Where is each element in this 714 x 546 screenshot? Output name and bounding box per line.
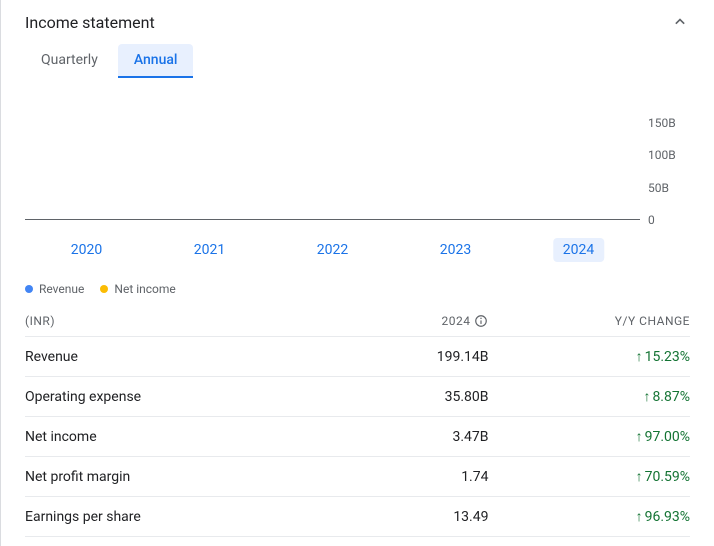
x-axis-label[interactable]: 2021	[184, 238, 235, 262]
chart-plot-area	[25, 90, 640, 220]
metric-label: Earnings per share	[25, 509, 287, 525]
x-axis-label[interactable]: 2020	[61, 238, 112, 262]
metric-value: 3.47B	[287, 429, 489, 445]
metric-change: 97.00%	[488, 428, 690, 445]
metric-value: 35.80B	[287, 389, 489, 405]
table-row: Operating expense35.80B8.87%	[25, 376, 690, 416]
metric-change: 96.93%	[488, 508, 690, 525]
currency-label: (INR)	[25, 314, 287, 328]
collapse-icon[interactable]	[670, 12, 690, 32]
chart-y-axis: 150B100B50B0	[640, 90, 690, 220]
legend-item: Net income	[100, 282, 175, 296]
tab-annual[interactable]: Annual	[118, 44, 194, 78]
card-header: Income statement	[25, 12, 690, 36]
metric-value: 13.49	[287, 509, 489, 525]
metric-label: Operating expense	[25, 389, 287, 405]
table-row: Earnings per share13.4996.93%	[25, 496, 690, 536]
period-tabs: QuarterlyAnnual	[25, 44, 690, 78]
tab-quarterly[interactable]: Quarterly	[25, 44, 114, 78]
metric-value: 199.14B	[287, 349, 489, 365]
chart-x-axis: 2020 2021 2022 2023 2024	[25, 238, 690, 266]
legend-item: Revenue	[25, 282, 84, 296]
info-icon[interactable]	[474, 314, 488, 328]
y-tick-label: 150B	[648, 116, 676, 130]
metric-change: 15.23%	[488, 348, 690, 365]
legend-label: Revenue	[39, 282, 84, 296]
x-axis-label[interactable]: 2022	[307, 238, 358, 262]
table-row: Net income3.47B97.00%	[25, 416, 690, 456]
metric-label: Net income	[25, 429, 287, 445]
metric-change: 8.87%	[488, 388, 690, 405]
table-body: Revenue199.14B15.23%Operating expense35.…	[25, 336, 690, 546]
metric-change: 70.59%	[488, 468, 690, 485]
card-title: Income statement	[25, 13, 155, 32]
legend-swatch	[25, 285, 33, 293]
table-row: EBITDA11.86B52.67%	[25, 536, 690, 546]
x-axis-label[interactable]: 2023	[430, 238, 481, 262]
chart: 150B100B50B0	[25, 90, 690, 220]
table-header-row: (INR) 2024 Y/Y CHANGE	[25, 296, 690, 336]
value-column-header: 2024	[287, 314, 489, 328]
income-statement-card: Income statement QuarterlyAnnual 150B 100…	[0, 0, 714, 546]
y-tick-label: 50B	[648, 181, 669, 195]
metric-value: 1.74	[287, 469, 489, 485]
chart-legend: Revenue Net income	[25, 282, 690, 296]
table-row: Net profit margin1.7470.59%	[25, 456, 690, 496]
chart-x-labels: 2020 2021 2022 2023 2024	[25, 238, 640, 266]
x-axis-label[interactable]: 2024	[553, 238, 604, 262]
metric-label: Revenue	[25, 349, 287, 365]
y-tick-label: 100B	[648, 148, 676, 162]
metric-label: Net profit margin	[25, 469, 287, 485]
value-header-text: 2024	[442, 314, 471, 328]
legend-label: Net income	[114, 282, 175, 296]
change-column-header: Y/Y CHANGE	[488, 314, 690, 328]
legend-swatch	[100, 285, 108, 293]
table-row: Revenue199.14B15.23%	[25, 336, 690, 376]
y-tick-label: 0	[648, 213, 655, 227]
